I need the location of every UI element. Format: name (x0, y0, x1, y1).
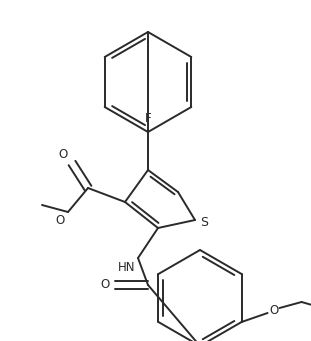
Text: HN: HN (118, 261, 135, 274)
Text: O: O (59, 148, 68, 161)
Text: O: O (101, 279, 110, 292)
Text: F: F (145, 112, 151, 125)
Text: S: S (200, 217, 208, 229)
Text: O: O (269, 303, 278, 316)
Text: O: O (56, 214, 65, 227)
